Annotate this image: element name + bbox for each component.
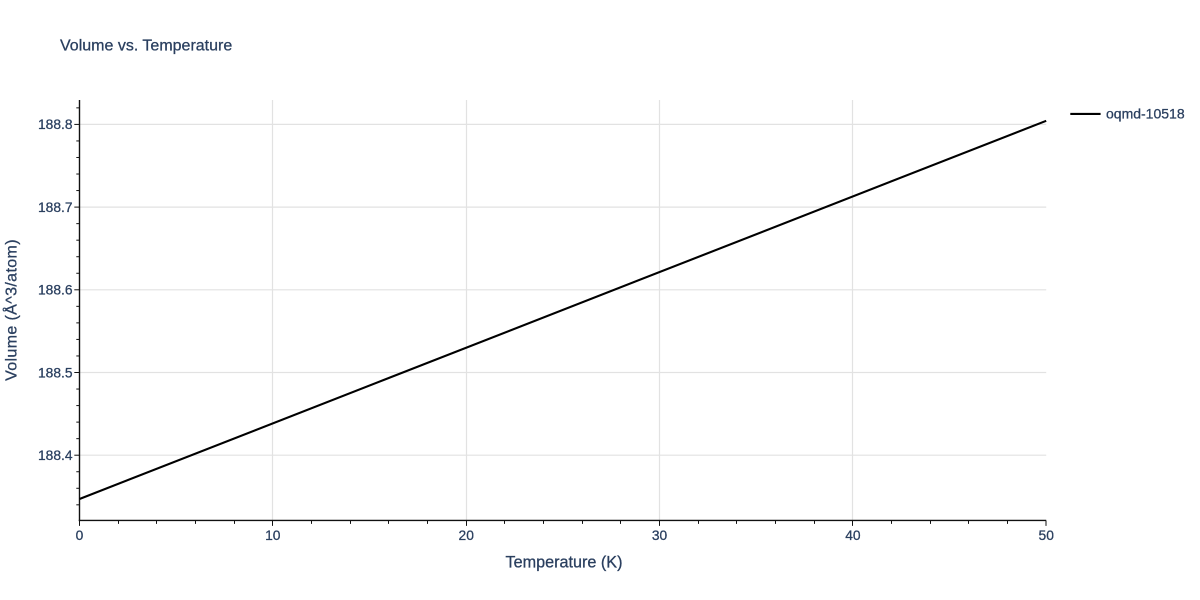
svg-text:188.4: 188.4 xyxy=(38,448,73,463)
svg-text:40: 40 xyxy=(845,528,861,543)
svg-text:188.7: 188.7 xyxy=(38,200,73,215)
svg-text:0: 0 xyxy=(76,528,84,543)
svg-text:10: 10 xyxy=(265,528,281,543)
svg-text:Volume vs. Temperature: Volume vs. Temperature xyxy=(60,37,232,54)
svg-text:Temperature (K): Temperature (K) xyxy=(506,554,623,572)
svg-text:Volume (Å^3/atom): Volume (Å^3/atom) xyxy=(2,239,21,381)
svg-text:188.5: 188.5 xyxy=(38,365,73,380)
svg-text:188.6: 188.6 xyxy=(38,283,73,298)
svg-text:188.8: 188.8 xyxy=(38,117,73,132)
svg-text:50: 50 xyxy=(1039,528,1055,543)
svg-text:20: 20 xyxy=(459,528,475,543)
svg-text:oqmd-10518: oqmd-10518 xyxy=(1106,106,1185,122)
svg-text:30: 30 xyxy=(652,528,668,543)
